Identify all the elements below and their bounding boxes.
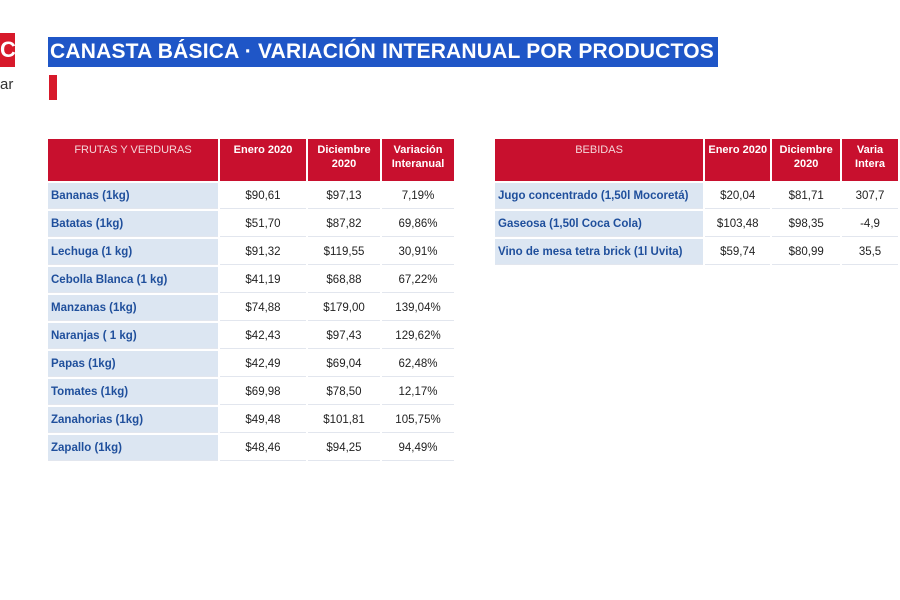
column-header: Enero 2020 — [220, 139, 306, 181]
value-cell: $91,32 — [220, 239, 306, 265]
accent-bar — [49, 75, 57, 100]
column-header: Varia Intera — [842, 139, 898, 181]
value-cell: $101,81 — [308, 407, 380, 433]
value-cell: 129,62% — [382, 323, 454, 349]
table-header-row: FRUTAS Y VERDURAS Enero 2020 Diciembre 2… — [48, 139, 454, 181]
product-name-cell: Bananas (1kg) — [48, 183, 218, 209]
value-cell: -4,9 — [842, 211, 898, 237]
table-header-row: BEBIDAS Enero 2020 Diciembre 2020 Varia … — [495, 139, 898, 181]
value-cell: $80,99 — [772, 239, 841, 265]
product-name-cell: Papas (1kg) — [48, 351, 218, 377]
value-cell: 307,7 — [842, 183, 898, 209]
value-cell: 139,04% — [382, 295, 454, 321]
column-header: Variación Interanual — [382, 139, 454, 181]
table-row: Lechuga (1 kg) $91,32 $119,55 30,91% — [48, 239, 454, 265]
value-cell: $119,55 — [308, 239, 380, 265]
value-cell: $42,49 — [220, 351, 306, 377]
value-cell: 62,48% — [382, 351, 454, 377]
table-row: Bananas (1kg) $90,61 $97,13 7,19% — [48, 183, 454, 209]
value-cell: $68,88 — [308, 267, 380, 293]
bebidas-table: BEBIDAS Enero 2020 Diciembre 2020 Varia … — [493, 137, 900, 267]
product-name-cell: Jugo concentrado (1,50l Mocoretá) — [495, 183, 704, 209]
value-cell: 7,19% — [382, 183, 454, 209]
product-name-cell: Lechuga (1 kg) — [48, 239, 218, 265]
value-cell: $59,74 — [705, 239, 771, 265]
table-row: Gaseosa (1,50l Coca Cola) $103,48 $98,35 -4… — [495, 211, 898, 237]
page-title: CANASTA BÁSICA · VARIACIÓN INTERANUAL PO… — [48, 37, 718, 67]
product-name-cell: Gaseosa (1,50l Coca Cola) — [495, 211, 704, 237]
value-cell: $20,04 — [705, 183, 771, 209]
value-cell: $97,13 — [308, 183, 380, 209]
table-row: Papas (1kg) $42,49 $69,04 62,48% — [48, 351, 454, 377]
table-row: Naranjas ( 1 kg) $42,43 $97,43 129,62% — [48, 323, 454, 349]
value-cell: $103,48 — [705, 211, 771, 237]
product-name-cell: Batatas (1kg) — [48, 211, 218, 237]
value-cell: 69,86% — [382, 211, 454, 237]
table-row: Tomates (1kg) $69,98 $78,50 12,17% — [48, 379, 454, 405]
value-cell: 105,75% — [382, 407, 454, 433]
column-header: FRUTAS Y VERDURAS — [48, 139, 218, 181]
value-cell: $90,61 — [220, 183, 306, 209]
value-cell: $81,71 — [772, 183, 841, 209]
value-cell: $179,00 — [308, 295, 380, 321]
value-cell: 94,49% — [382, 435, 454, 461]
value-cell: 12,17% — [382, 379, 454, 405]
table-row: Zanahorias (1kg) $49,48 $101,81 105,75% — [48, 407, 454, 433]
logo-subtext: ar — [0, 76, 14, 93]
product-name-cell: Cebolla Blanca (1 kg) — [48, 267, 218, 293]
value-cell: $69,04 — [308, 351, 380, 377]
value-cell: 35,5 — [842, 239, 898, 265]
value-cell: $42,43 — [220, 323, 306, 349]
frutas-table: FRUTAS Y VERDURAS Enero 2020 Diciembre 2… — [46, 137, 456, 463]
logo-mark: C — [0, 33, 15, 67]
value-cell: $94,25 — [308, 435, 380, 461]
table-row: Batatas (1kg) $51,70 $87,82 69,86% — [48, 211, 454, 237]
value-cell: $87,82 — [308, 211, 380, 237]
table-row: Zapallo (1kg) $48,46 $94,25 94,49% — [48, 435, 454, 461]
product-name-cell: Manzanas (1kg) — [48, 295, 218, 321]
value-cell: $97,43 — [308, 323, 380, 349]
column-header: BEBIDAS — [495, 139, 704, 181]
value-cell: $41,19 — [220, 267, 306, 293]
column-header: Diciembre 2020 — [772, 139, 841, 181]
table-row: Cebolla Blanca (1 kg) $41,19 $68,88 67,22% — [48, 267, 454, 293]
table-row: Manzanas (1kg) $74,88 $179,00 139,04% — [48, 295, 454, 321]
product-name-cell: Naranjas ( 1 kg) — [48, 323, 218, 349]
product-name-cell: Zapallo (1kg) — [48, 435, 218, 461]
table-row: Vino de mesa tetra brick (1l Uvita) $59,7… — [495, 239, 898, 265]
value-cell: $78,50 — [308, 379, 380, 405]
value-cell: $48,46 — [220, 435, 306, 461]
column-header: Enero 2020 — [705, 139, 771, 181]
product-name-cell: Vino de mesa tetra brick (1l Uvita) — [495, 239, 704, 265]
value-cell: $69,98 — [220, 379, 306, 405]
value-cell: $51,70 — [220, 211, 306, 237]
value-cell: 30,91% — [382, 239, 454, 265]
column-header: Diciembre 2020 — [308, 139, 380, 181]
value-cell: $74,88 — [220, 295, 306, 321]
value-cell: $49,48 — [220, 407, 306, 433]
table-row: Jugo concentrado (1,50l Mocoretá) $20,04 $… — [495, 183, 898, 209]
logo-letter: C — [0, 37, 15, 62]
product-name-cell: Tomates (1kg) — [48, 379, 218, 405]
product-name-cell: Zanahorias (1kg) — [48, 407, 218, 433]
value-cell: 67,22% — [382, 267, 454, 293]
value-cell: $98,35 — [772, 211, 841, 237]
